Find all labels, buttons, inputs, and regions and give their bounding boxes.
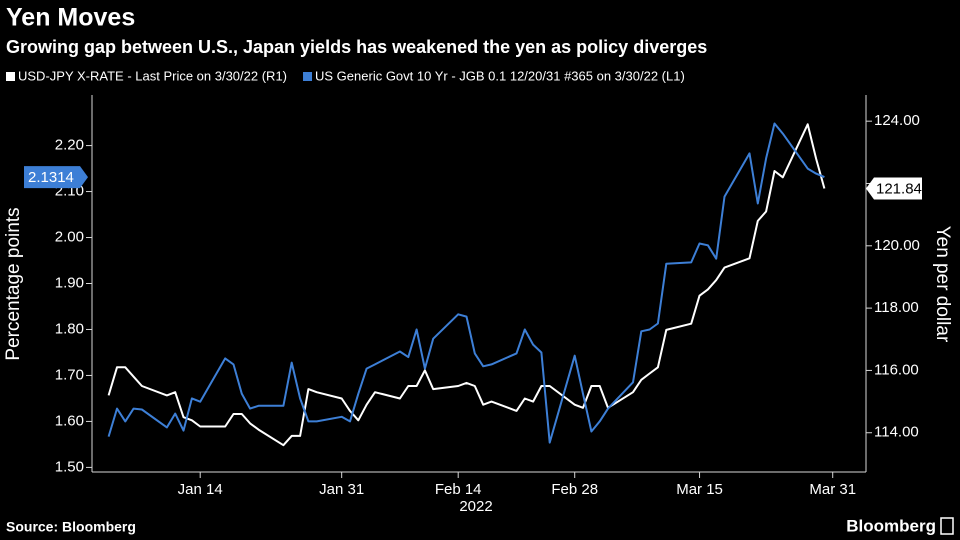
chart-title: Yen Moves: [6, 4, 135, 32]
legend-swatch: [303, 72, 313, 81]
y-tick-label: 1.70: [55, 366, 84, 383]
y2-tick-label: 114.00: [874, 424, 919, 441]
x-tick-label: Mar 31: [809, 481, 856, 498]
y-axis-label: Percentage points: [3, 207, 24, 360]
y-tick-label: 1.80: [55, 320, 84, 337]
y2-tick-label: 118.00: [874, 299, 919, 316]
series-line: [107, 123, 826, 447]
y-tick-label: 2.20: [55, 137, 84, 154]
legend-label: US Generic Govt 10 Yr - JGB 0.1 12/20/31…: [315, 68, 685, 83]
x-tick-label: Jan 14: [178, 481, 223, 498]
brand-icon: [940, 517, 954, 535]
y-tick-label: 1.90: [55, 274, 84, 291]
x-tick-label: Jan 31: [319, 481, 364, 498]
y2-tick-label: 124.00: [874, 112, 920, 129]
legend-swatch: [6, 72, 15, 81]
last-value-tag: [24, 166, 88, 189]
series-line: [107, 122, 825, 444]
y2-axis-label: Yen per dollar: [932, 226, 953, 343]
y-tick-label: 1.50: [55, 458, 84, 475]
x-axis-label: 2022: [459, 498, 492, 515]
last-value-tag: [866, 177, 922, 200]
x-tick-label: Mar 15: [676, 481, 723, 498]
y2-tick-label: 120.00: [874, 237, 920, 254]
legend-label: USD-JPY X-RATE - Last Price on 3/30/22 (…: [18, 68, 287, 83]
source: Source: Bloomberg: [6, 519, 136, 535]
x-tick-label: Feb 14: [435, 481, 482, 498]
brand: Bloomberg: [846, 516, 936, 535]
last-value-label: 2.1314: [28, 169, 74, 186]
x-tick-label: Feb 28: [551, 481, 598, 498]
y-tick-label: 1.60: [55, 412, 84, 429]
last-value-label: 121.84: [876, 180, 922, 197]
y-tick-label: 2.00: [55, 228, 84, 245]
y2-tick-label: 116.00: [874, 361, 919, 378]
chart-subtitle: Growing gap between U.S., Japan yields h…: [6, 37, 707, 57]
